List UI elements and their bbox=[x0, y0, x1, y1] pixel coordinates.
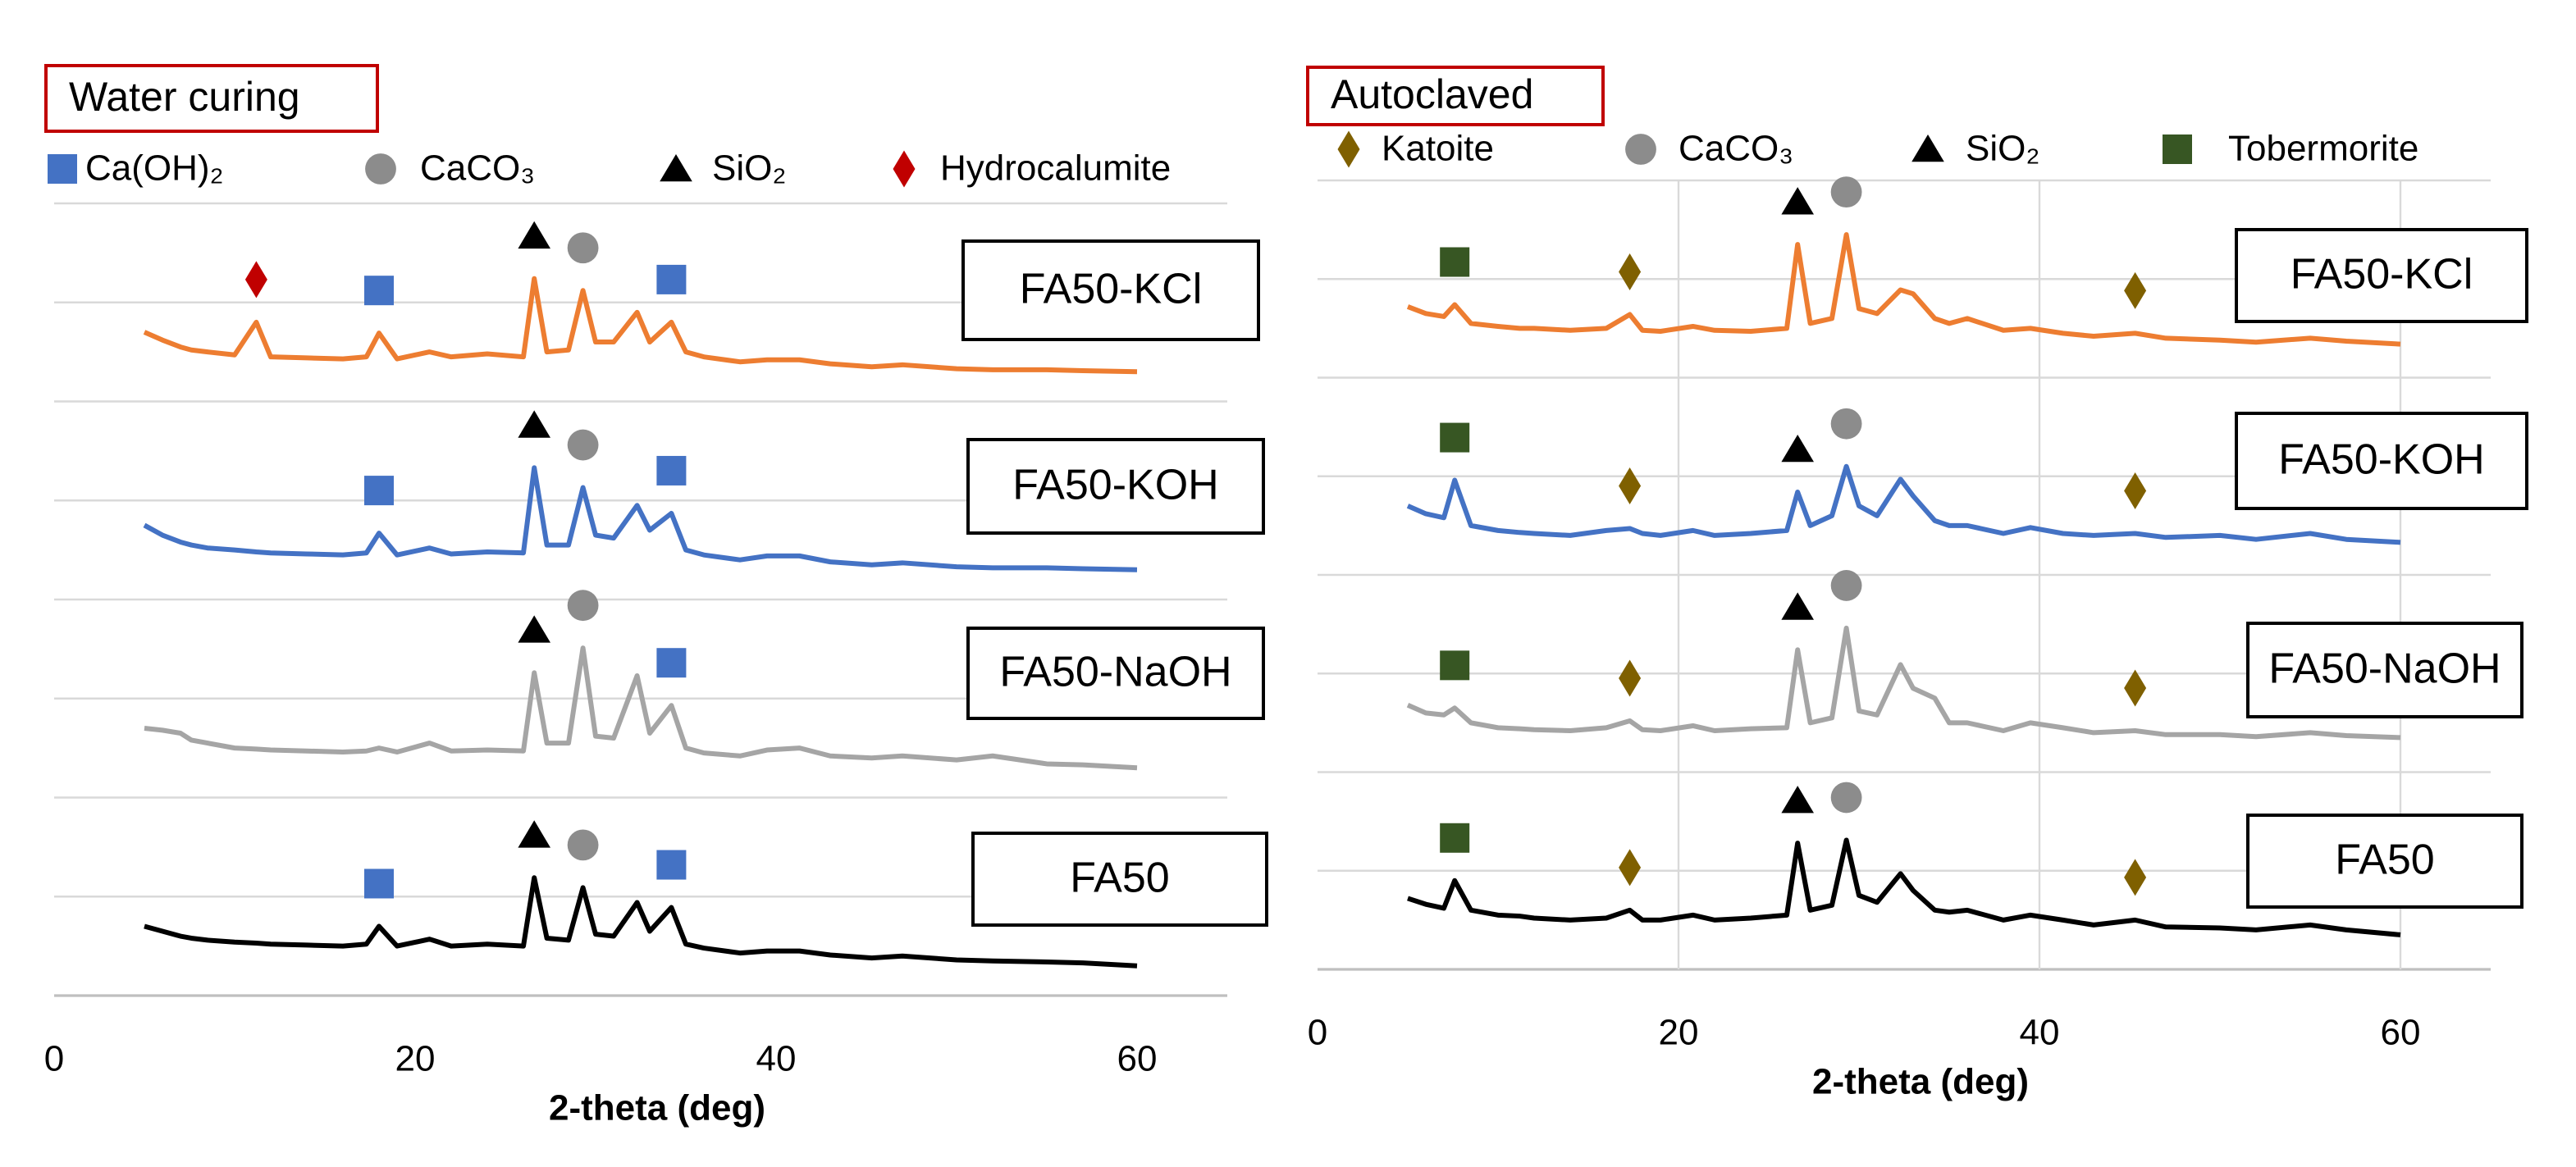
x-tick-label: 40 bbox=[756, 1039, 797, 1079]
x-axis-label: 2-theta (deg) bbox=[1812, 1062, 2029, 1102]
marker-circle bbox=[567, 429, 599, 461]
x-tick-label: 0 bbox=[44, 1039, 64, 1079]
marker-square bbox=[656, 850, 687, 880]
x-tick-label: 40 bbox=[2020, 1013, 2060, 1053]
x-tick-label: 20 bbox=[1659, 1013, 1699, 1053]
series-label-box bbox=[2246, 814, 2523, 909]
series-label: FA50 bbox=[2335, 837, 2434, 884]
marker-square bbox=[364, 276, 394, 306]
marker-square bbox=[48, 154, 77, 184]
marker-triangle bbox=[1781, 786, 1814, 814]
x-tick-label: 20 bbox=[395, 1039, 436, 1079]
marker-square bbox=[1440, 422, 1470, 453]
marker-circle bbox=[365, 153, 396, 185]
marker-square bbox=[2163, 134, 2192, 164]
marker-triangle bbox=[660, 154, 692, 182]
marker-circle bbox=[1830, 570, 1862, 601]
marker-diamond bbox=[1619, 253, 1642, 291]
legend-label: Ca(OH)₂ bbox=[85, 148, 224, 189]
marker-triangle bbox=[518, 615, 550, 643]
marker-diamond bbox=[893, 150, 916, 188]
legend-label: SiO₂ bbox=[712, 148, 786, 189]
marker-triangle bbox=[1781, 434, 1814, 463]
marker-diamond bbox=[2124, 669, 2147, 707]
marker-square bbox=[1440, 650, 1470, 681]
marker-square bbox=[364, 868, 394, 899]
marker-circle bbox=[1625, 134, 1656, 165]
panel-title-box bbox=[1306, 66, 1605, 126]
marker-circle bbox=[567, 829, 599, 861]
marker-circle bbox=[1830, 176, 1862, 208]
series-line bbox=[143, 276, 1138, 375]
series-line bbox=[1406, 463, 2401, 545]
legend-label: Hydrocalumite bbox=[940, 148, 1171, 189]
marker-circle bbox=[567, 232, 599, 264]
marker-triangle bbox=[518, 221, 550, 249]
x-axis-label: 2-theta (deg) bbox=[549, 1088, 765, 1128]
series-label-box bbox=[2235, 228, 2528, 323]
series-line bbox=[1406, 625, 2401, 741]
marker-diamond bbox=[2124, 859, 2147, 896]
marker-square bbox=[656, 455, 687, 485]
marker-triangle bbox=[1781, 592, 1814, 620]
marker-triangle bbox=[518, 410, 550, 438]
series-label: FA50-NaOH bbox=[999, 649, 1231, 696]
legend-label: Tobermorite bbox=[2228, 129, 2418, 169]
series-line bbox=[143, 465, 1138, 572]
legend-label: CaCO₃ bbox=[420, 148, 535, 189]
panel-title: Water curing bbox=[69, 74, 300, 120]
marker-triangle bbox=[1781, 187, 1814, 215]
series-line bbox=[1406, 232, 2401, 347]
x-tick-label: 60 bbox=[2381, 1013, 2421, 1053]
marker-square bbox=[364, 476, 394, 506]
series-label-box bbox=[961, 239, 1260, 341]
x-tick-label: 0 bbox=[1308, 1013, 1327, 1053]
marker-circle bbox=[1830, 782, 1862, 814]
series-label: FA50 bbox=[1070, 855, 1169, 902]
marker-diamond bbox=[2124, 271, 2147, 309]
series-line bbox=[144, 875, 1138, 969]
legend-label: SiO₂ bbox=[1966, 129, 2039, 169]
marker-circle bbox=[567, 590, 599, 622]
series-label: FA50-KCl bbox=[2291, 251, 2473, 299]
series-label-box bbox=[966, 627, 1265, 720]
series-label: FA50-NaOH bbox=[2268, 645, 2501, 693]
panel-title-box bbox=[44, 64, 379, 133]
series-label: FA50-KCl bbox=[1020, 266, 1203, 313]
series-label: FA50-KOH bbox=[2278, 436, 2484, 484]
series-label-box bbox=[966, 438, 1265, 535]
marker-diamond bbox=[1619, 659, 1642, 697]
series-label-box bbox=[2235, 412, 2528, 510]
marker-circle bbox=[1830, 408, 1862, 440]
marker-diamond bbox=[1619, 849, 1642, 887]
legend-label: Katoite bbox=[1382, 129, 1494, 169]
legend-label: CaCO₃ bbox=[1679, 129, 1793, 169]
marker-diamond bbox=[244, 261, 267, 299]
marker-square bbox=[656, 264, 687, 294]
series-label-box bbox=[2246, 622, 2523, 718]
series-label-box bbox=[971, 832, 1268, 927]
series-line bbox=[1407, 837, 2401, 937]
marker-square bbox=[1440, 823, 1470, 853]
marker-diamond bbox=[1337, 130, 1360, 168]
series-label: FA50-KOH bbox=[1012, 462, 1218, 509]
x-tick-label: 60 bbox=[1117, 1039, 1158, 1079]
marker-diamond bbox=[2124, 472, 2147, 509]
marker-triangle bbox=[518, 820, 550, 848]
series-line bbox=[144, 645, 1138, 771]
marker-square bbox=[656, 648, 687, 678]
panel-title: Autoclaved bbox=[1331, 71, 1533, 117]
marker-diamond bbox=[1619, 467, 1642, 504]
marker-triangle bbox=[1911, 134, 1944, 162]
marker-square bbox=[1440, 247, 1470, 277]
